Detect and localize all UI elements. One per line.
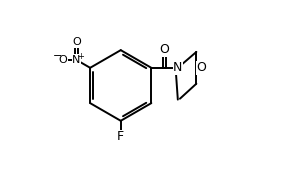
Text: N: N: [173, 61, 182, 74]
Text: O: O: [59, 55, 68, 65]
Text: O: O: [160, 43, 170, 56]
Text: N: N: [72, 55, 80, 65]
Text: O: O: [196, 61, 206, 74]
Text: F: F: [117, 130, 124, 143]
Text: +: +: [77, 52, 84, 61]
Text: −: −: [53, 51, 63, 61]
Text: O: O: [72, 37, 81, 47]
